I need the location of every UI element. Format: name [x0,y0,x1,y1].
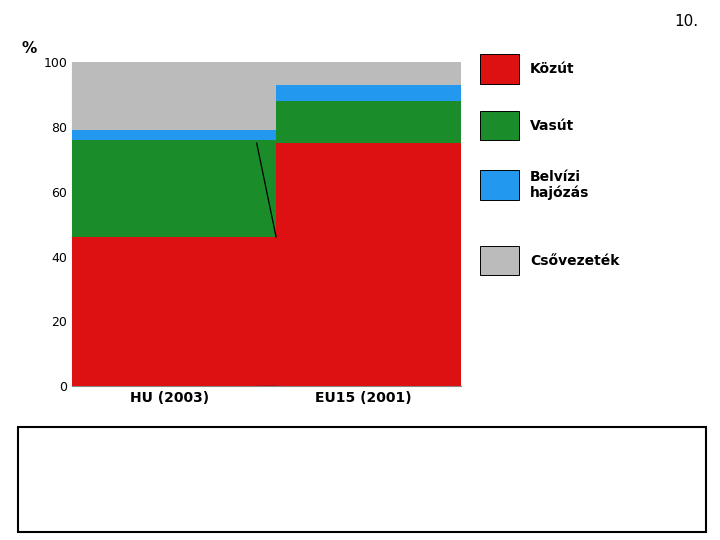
Text: KIÚT: KIÚT [55,469,89,482]
Text: PL: PL [68,450,76,455]
Text: Belvízi
hajózás: Belvízi hajózás [530,170,589,200]
Bar [62,237,276,386]
Circle shape [32,442,112,517]
Bar [257,101,471,143]
Text: Közút: Közút [530,62,575,76]
Text: Csővezeték: Csővezeték [530,254,619,267]
Text: Vasúti Infrastruktúra Fejlesztési Főosztály 2006. február: Vasúti Infrastruktúra Fejlesztési Főoszt… [271,508,562,518]
Text: Közlekedési munkamegosztás az áruszállításban
(árutonna kilométer alapján, %-ban: Közlekedési munkamegosztás az áruszállít… [189,442,644,484]
Bar [62,62,276,130]
Bar [62,140,276,237]
Text: Vasút: Vasút [530,119,574,132]
Text: 10.: 10. [674,14,698,29]
Bar [257,143,471,386]
Text: %: % [22,40,37,56]
Text: SK    UA
  RO: SK UA RO [60,492,84,503]
Bar [257,62,471,85]
Circle shape [24,435,120,524]
Bar [257,85,471,101]
Bar [62,130,276,140]
